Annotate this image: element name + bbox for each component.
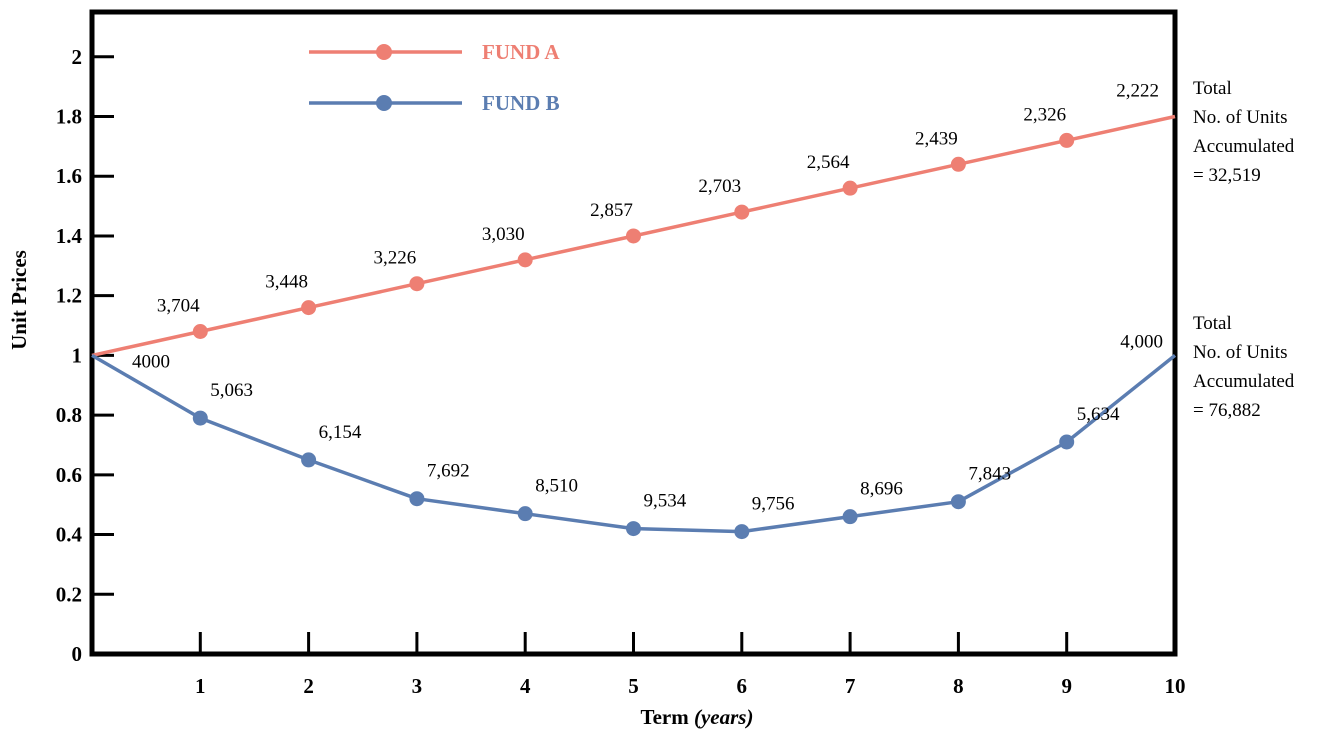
x-tick-label: 4	[520, 674, 531, 698]
fund-a-data-label: 3,704	[157, 296, 200, 317]
fund-b-data-label: 5,063	[210, 380, 253, 401]
fund-b-data-label: 4000	[132, 351, 170, 372]
x-tick-label: 2	[303, 674, 314, 698]
y-tick-label: 1.4	[56, 224, 83, 248]
fund-b-data-label: 9,534	[644, 491, 687, 512]
x-tick-label: 1	[195, 674, 206, 698]
legend-marker	[376, 44, 392, 60]
series-point	[301, 452, 317, 468]
total-note-line: Total	[1193, 313, 1232, 334]
total-note-line: Total	[1193, 78, 1232, 99]
fund-b-data-label: 7,692	[427, 461, 470, 482]
series-point	[301, 300, 317, 316]
fund-a-data-label: 2,703	[698, 176, 741, 197]
x-tick-label: 5	[628, 674, 639, 698]
series-point	[842, 180, 858, 196]
fund-a-data-label: 2,222	[1116, 81, 1159, 102]
total-note-line: = 76,882	[1193, 400, 1261, 421]
series-point	[409, 276, 425, 292]
fund-a-data-label: 2,326	[1023, 104, 1066, 125]
y-tick-label: 2	[72, 45, 83, 69]
series-point	[517, 252, 533, 268]
x-tick-label: 7	[845, 674, 856, 698]
fund-a-data-label: 2,439	[915, 128, 958, 149]
fund-b-data-label: 5,634	[1077, 404, 1120, 425]
series-point	[950, 494, 966, 510]
fund-b-data-label: 7,843	[968, 464, 1011, 485]
total-note-line: No. of Units	[1193, 107, 1287, 128]
data-labels: 3,704 3,448 3,226 3,030 2,857 2,703 2,564 2,439…	[132, 81, 1163, 515]
total-note-line: = 32,519	[1193, 165, 1261, 186]
x-tick-label: 10	[1165, 674, 1186, 698]
series-point	[192, 324, 208, 340]
series-point	[192, 410, 208, 426]
y-tick-label: 0.8	[56, 403, 82, 427]
total-note-line: No. of Units	[1193, 342, 1287, 363]
plot-frame	[89, 9, 1178, 657]
series-point	[1059, 434, 1075, 450]
fund-b-data-label: 6,154	[319, 422, 362, 443]
y-axis: 0 0.2 0.4 0.6 0.8 1 1.2 1.4 1.6 1.8 2	[56, 45, 114, 666]
x-axis: 1 2 3 4 5 6 7 8 9 10	[195, 632, 1186, 698]
fund-a-data-label: 3,448	[265, 272, 308, 293]
fund-b-data-label: 8,696	[860, 479, 903, 500]
x-tick-label: 9	[1061, 674, 1072, 698]
series-layer	[91, 114, 1177, 540]
fund-b-data-label: 4,000	[1120, 331, 1163, 352]
fund-a-data-label: 3,030	[482, 224, 525, 245]
total-note-line: Accumulated	[1193, 136, 1295, 157]
series-point	[842, 509, 858, 525]
fund-a-data-label: 2,564	[807, 152, 850, 173]
series-point	[1059, 132, 1075, 148]
x-tick-label: 6	[737, 674, 748, 698]
series-point	[517, 506, 533, 522]
fund-b-data-label: 9,756	[752, 494, 795, 515]
legend-label: FUND B	[482, 91, 560, 115]
fund-a-data-label: 3,226	[374, 248, 417, 269]
total-notes: Total No. of Units Accumulated = 32,519 Tota…	[1193, 78, 1295, 421]
series-point	[626, 521, 641, 537]
y-tick-label: 1	[72, 343, 83, 367]
fund-a-data-label: 2,857	[590, 200, 633, 221]
y-tick-label: 0.2	[56, 582, 82, 606]
y-tick-label: 1.8	[56, 105, 82, 129]
series-point	[950, 156, 966, 172]
legend-label: FUND A	[482, 40, 560, 64]
series-point	[734, 524, 750, 540]
x-tick-label: 8	[953, 674, 964, 698]
y-tick-label: 0	[72, 642, 83, 666]
series-point	[626, 228, 641, 244]
fund-b-data-label: 8,510	[535, 476, 578, 497]
y-tick-label: 1.2	[56, 284, 82, 308]
x-axis-title: Term (years)	[641, 705, 754, 729]
series-point	[409, 491, 425, 507]
y-tick-label: 0.4	[56, 523, 83, 547]
total-note-line: Accumulated	[1193, 371, 1295, 392]
x-axis-title-main: Term	[641, 705, 690, 729]
x-tick-label: 3	[412, 674, 423, 698]
series-point	[734, 204, 750, 220]
x-axis-title-unit: (years)	[694, 705, 753, 729]
legend-marker	[376, 95, 392, 111]
y-tick-label: 1.6	[56, 164, 82, 188]
y-tick-label: 0.6	[56, 463, 82, 487]
legend: FUND A FUND B	[309, 40, 560, 115]
y-axis-title: Unit Prices	[7, 250, 31, 350]
